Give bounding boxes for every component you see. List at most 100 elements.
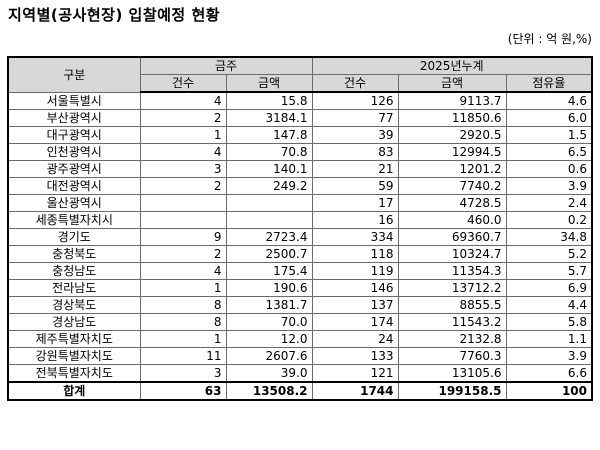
cell-week-count: 3 [139,160,227,178]
cell-region: 강원특별자치도 [7,347,141,365]
cell-cum-count: 77 [311,109,399,127]
total-cell-share: 100 [505,381,593,401]
cell-cum-count: 39 [311,126,399,144]
cell-week-amount: 190.6 [225,279,313,297]
cell-share: 2.4 [505,194,593,212]
cell-week-count: 4 [139,262,227,280]
cell-cum-amount: 2920.5 [397,126,507,144]
cell-cum-count: 146 [311,279,399,297]
cell-share: 6.9 [505,279,593,297]
cell-week-count: 1 [139,126,227,144]
table-row: 제주특별자치도 1 12.0 24 2132.8 1.1 [7,330,593,348]
cell-cum-count: 174 [311,313,399,331]
cell-week-count: 11 [139,347,227,365]
cell-region: 세종특별자치시 [7,211,141,229]
table-row: 세종특별자치시 16 460.0 0.2 [7,211,593,229]
cell-cum-count: 24 [311,330,399,348]
cell-cum-count: 334 [311,228,399,246]
cell-cum-amount: 69360.7 [397,228,507,246]
cell-week-count: 1 [139,279,227,297]
header-group-week: 금주 [139,56,313,75]
cell-region: 충청남도 [7,262,141,280]
cell-cum-count: 121 [311,364,399,383]
cell-share: 4.4 [505,296,593,314]
cell-cum-amount: 13712.2 [397,279,507,297]
cell-week-amount [225,194,313,212]
cell-cum-count: 59 [311,177,399,195]
cell-week-amount: 249.2 [225,177,313,195]
table-row: 강원특별자치도 11 2607.6 133 7760.3 3.9 [7,347,593,365]
cell-region: 서울특별시 [7,91,141,110]
table-row: 대구광역시 1 147.8 39 2920.5 1.5 [7,126,593,144]
cell-region: 충청북도 [7,245,141,263]
cell-cum-amount: 1201.2 [397,160,507,178]
cell-region: 인천광역시 [7,143,141,161]
total-cell-week-count: 63 [139,381,227,401]
cell-week-amount: 70.8 [225,143,313,161]
cell-cum-amount: 12994.5 [397,143,507,161]
cell-cum-amount: 11543.2 [397,313,507,331]
cell-week-count: 8 [139,313,227,331]
header-week-amount: 금액 [225,74,313,93]
cell-week-amount: 15.8 [225,91,313,110]
total-cell-cum-count: 1744 [311,381,399,401]
cell-cum-amount: 9113.7 [397,91,507,110]
cell-share: 3.9 [505,177,593,195]
cell-cum-amount: 11850.6 [397,109,507,127]
cell-share: 1.5 [505,126,593,144]
cell-region: 전북특별자치도 [7,364,141,383]
cell-week-amount: 12.0 [225,330,313,348]
cell-cum-count: 126 [311,91,399,110]
cell-week-count: 4 [139,143,227,161]
cell-region: 대전광역시 [7,177,141,195]
cell-region: 경상남도 [7,313,141,331]
cell-cum-count: 21 [311,160,399,178]
cell-week-count: 2 [139,245,227,263]
cell-week-amount: 140.1 [225,160,313,178]
cell-cum-amount: 460.0 [397,211,507,229]
cell-share: 0.6 [505,160,593,178]
table-row: 전북특별자치도 3 39.0 121 13105.6 6.6 [7,364,593,383]
cell-cum-amount: 11354.3 [397,262,507,280]
cell-share: 5.7 [505,262,593,280]
cell-cum-count: 17 [311,194,399,212]
cell-region: 울산광역시 [7,194,141,212]
table-row: 광주광역시 3 140.1 21 1201.2 0.6 [7,160,593,178]
header-share: 점유율 [505,74,593,93]
cell-week-amount: 1381.7 [225,296,313,314]
table-body: 서울특별시 4 15.8 126 9113.7 4.6 부산광역시 2 3184.1 77 1185… [7,91,593,401]
cell-week-amount: 147.8 [225,126,313,144]
cell-share: 4.6 [505,91,593,110]
table-row: 경상북도 8 1381.7 137 8855.5 4.4 [7,296,593,314]
cell-week-count: 8 [139,296,227,314]
cell-share: 6.0 [505,109,593,127]
header-region: 구분 [7,56,141,93]
cell-cum-amount: 8855.5 [397,296,507,314]
cell-week-count: 3 [139,364,227,383]
cell-week-amount: 70.0 [225,313,313,331]
table-row: 충청북도 2 2500.7 118 10324.7 5.2 [7,245,593,263]
cell-week-amount: 2723.4 [225,228,313,246]
cell-cum-amount: 2132.8 [397,330,507,348]
cell-region: 제주특별자치도 [7,330,141,348]
cell-share: 34.8 [505,228,593,246]
table-row: 충청남도 4 175.4 119 11354.3 5.7 [7,262,593,280]
cell-region: 광주광역시 [7,160,141,178]
cell-week-count [139,211,227,229]
bid-schedule-table: 구분 금주 2025년누계 건수 금액 건수 금액 점유율 서울특별시 4 15.8… [7,56,593,401]
cell-week-amount: 3184.1 [225,109,313,127]
table-row: 서울특별시 4 15.8 126 9113.7 4.6 [7,91,593,110]
cell-cum-amount: 7760.3 [397,347,507,365]
cell-week-count: 2 [139,177,227,195]
cell-week-amount [225,211,313,229]
table-row: 부산광역시 2 3184.1 77 11850.6 6.0 [7,109,593,127]
cell-week-count: 4 [139,91,227,110]
cell-cum-amount: 7740.2 [397,177,507,195]
total-row: 합계 63 13508.2 1744 199158.5 100 [7,381,593,401]
header-cum-amount: 금액 [397,74,507,93]
header-cum-count: 건수 [311,74,399,93]
cell-cum-count: 118 [311,245,399,263]
cell-share: 5.8 [505,313,593,331]
cell-region: 부산광역시 [7,109,141,127]
cell-week-count: 9 [139,228,227,246]
